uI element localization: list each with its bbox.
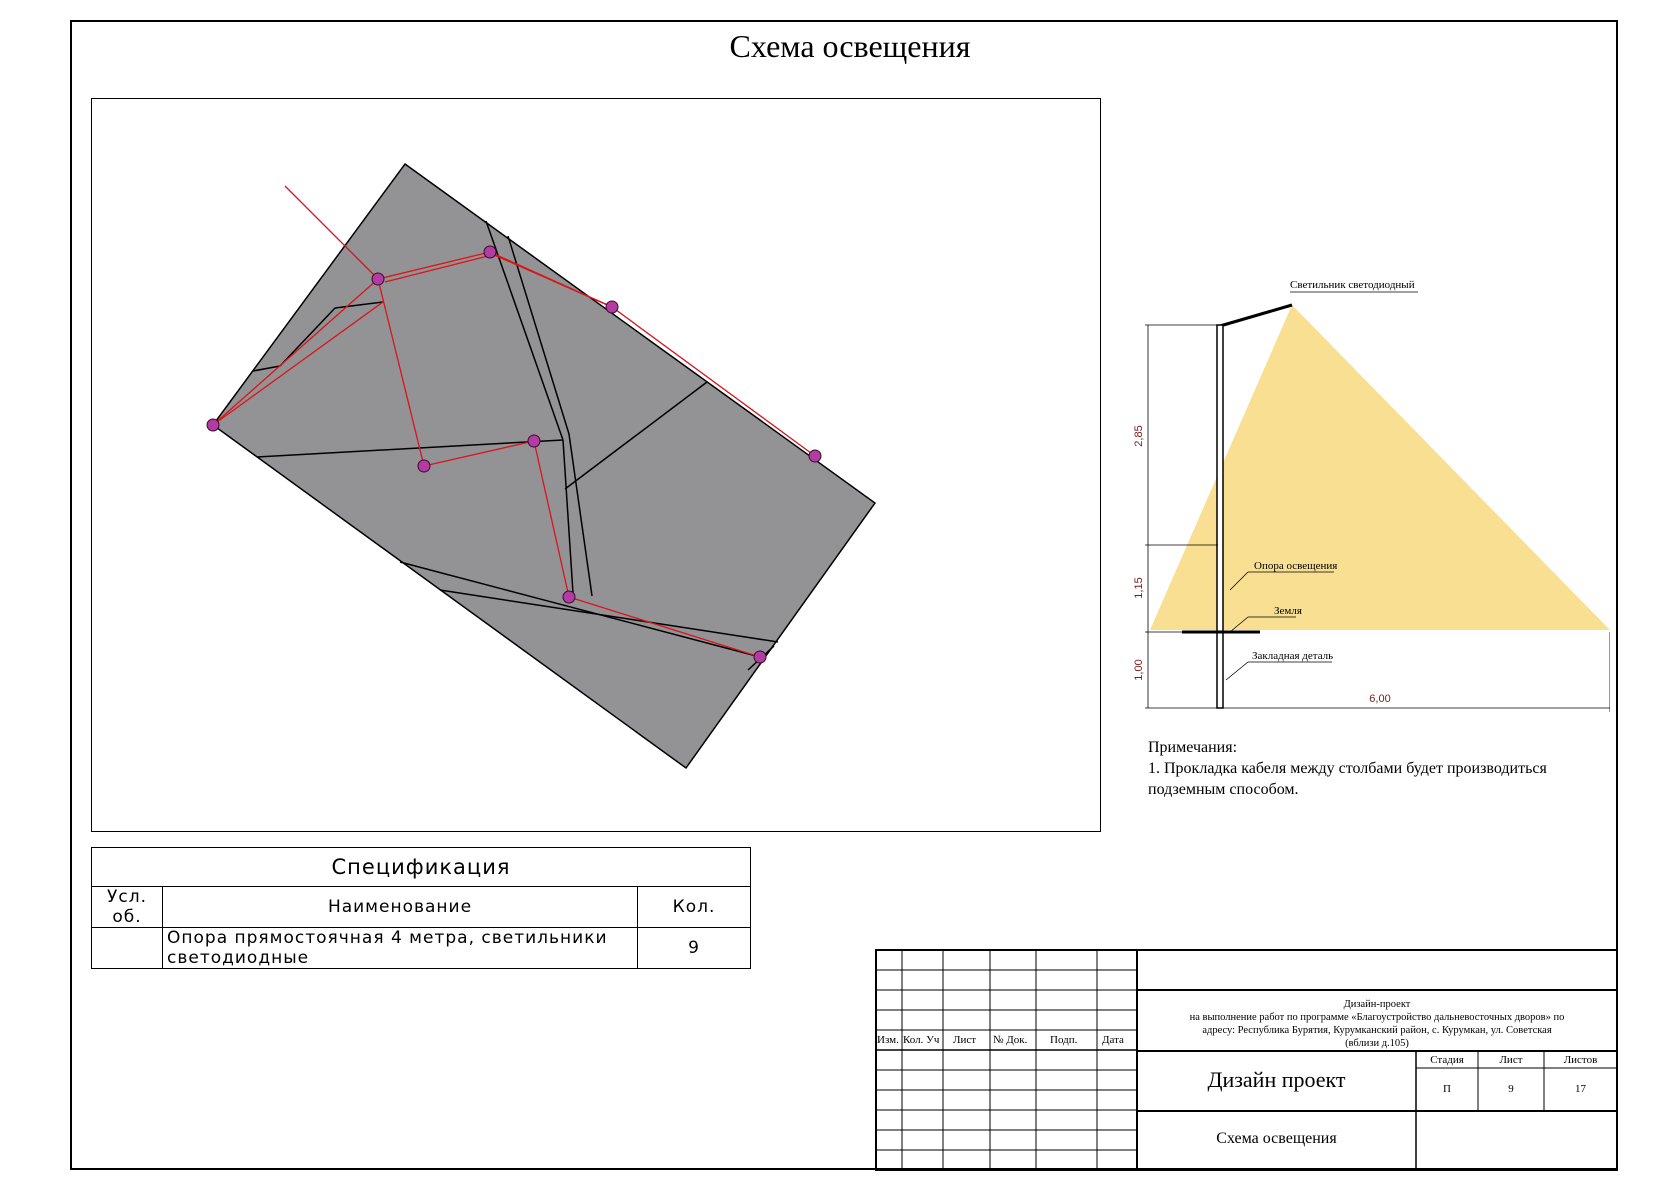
stage-label: Стадия <box>1430 1054 1464 1066</box>
pole-label: Опора освещения <box>1254 560 1337 572</box>
table-row: Опора прямостоячная 4 метра, светильники… <box>91 927 751 969</box>
doc-title: Дизайн проект <box>1207 1067 1346 1092</box>
notes-line-2: подземным способом. <box>1148 781 1299 798</box>
dimension-middle: 1,15 <box>1133 577 1145 598</box>
column-name: Наименование <box>162 886 638 928</box>
luminaire-label: Светильник светодиодный <box>1290 279 1415 291</box>
tb-col-list: Лист <box>953 1034 977 1046</box>
tb-col-podp: Подп. <box>1050 1034 1078 1046</box>
tb-col-doc: № Док. <box>993 1034 1028 1046</box>
sheets-label: Листов <box>1563 1054 1598 1066</box>
tb-col-izm: Изм. <box>877 1034 899 1046</box>
lamp-marker <box>371 272 385 286</box>
project-line-4: (вблизи д.105) <box>1345 1038 1409 1049</box>
project-line-2: на выполнение работ по программе «Благоу… <box>1189 1012 1565 1023</box>
tb-col-date: Дата <box>1102 1034 1124 1046</box>
row-symbol <box>91 927 163 969</box>
column-symbol: Усл. об. <box>91 886 163 928</box>
notes-line-1: 1. Прокладка кабеля между столбами будет… <box>1148 760 1547 777</box>
sheet-title: Схема освещения <box>729 28 971 64</box>
row-qty: 9 <box>637 927 751 969</box>
plan-view <box>91 98 1101 832</box>
lamp-marker <box>808 449 822 463</box>
lamp-marker <box>562 590 576 604</box>
stage-value: П <box>1443 1083 1451 1095</box>
row-name-line-1: Опора прямостоячная 4 метра, светильники <box>167 928 608 948</box>
project-description: Дизайн-проект на выполнение работ по про… <box>1137 998 1617 1050</box>
column-qty: Кол. <box>637 886 751 928</box>
sheet-value: 9 <box>1508 1083 1514 1095</box>
drawing-title: Схема освещения <box>1216 1130 1337 1147</box>
row-name: Опора прямостоячная 4 метра, светильники… <box>162 927 638 969</box>
light-pole <box>1216 324 1224 709</box>
lamp-marker <box>417 459 431 473</box>
lamp-marker <box>605 300 619 314</box>
project-line-1: Дизайн-проект <box>1343 999 1411 1010</box>
sheets-value: 17 <box>1575 1083 1586 1095</box>
notes: Примечания: 1. Прокладка кабеля между ст… <box>1148 737 1608 800</box>
lamp-markers <box>206 245 822 664</box>
specification-title: Спецификация <box>91 847 751 887</box>
tb-col-kol: Кол. Уч <box>903 1034 940 1046</box>
dimension-width: 6,00 <box>1369 693 1390 705</box>
light-cone <box>1150 305 1610 630</box>
pole-detail-drawing: Светильник светодиодный Опора освещения … <box>1133 279 1610 712</box>
lamp-marker <box>753 650 767 664</box>
specification-table: Спецификация Усл. об. Наименование Кол. … <box>91 847 751 969</box>
embedded-label: Закладная деталь <box>1252 650 1333 662</box>
dimension-bottom: 1,00 <box>1133 659 1145 680</box>
dimension-top: 2,85 <box>1133 425 1145 446</box>
site-area <box>211 162 877 770</box>
lamp-marker <box>527 434 541 448</box>
lamp-marker <box>206 418 220 432</box>
project-line-3: адресу: Республика Бурятия, Курумканский… <box>1202 1025 1552 1036</box>
path-lines <box>252 220 779 671</box>
dimension-lines <box>1145 291 1610 712</box>
row-name-line-2: светодиодные <box>167 948 310 968</box>
lamp-marker <box>483 245 497 259</box>
sheet-label: Лист <box>1499 1054 1523 1066</box>
drawing-frame <box>70 20 1618 1170</box>
luminaire-arm <box>1219 303 1293 328</box>
ground-label: Земля <box>1274 605 1302 617</box>
notes-heading: Примечания: <box>1148 739 1238 756</box>
